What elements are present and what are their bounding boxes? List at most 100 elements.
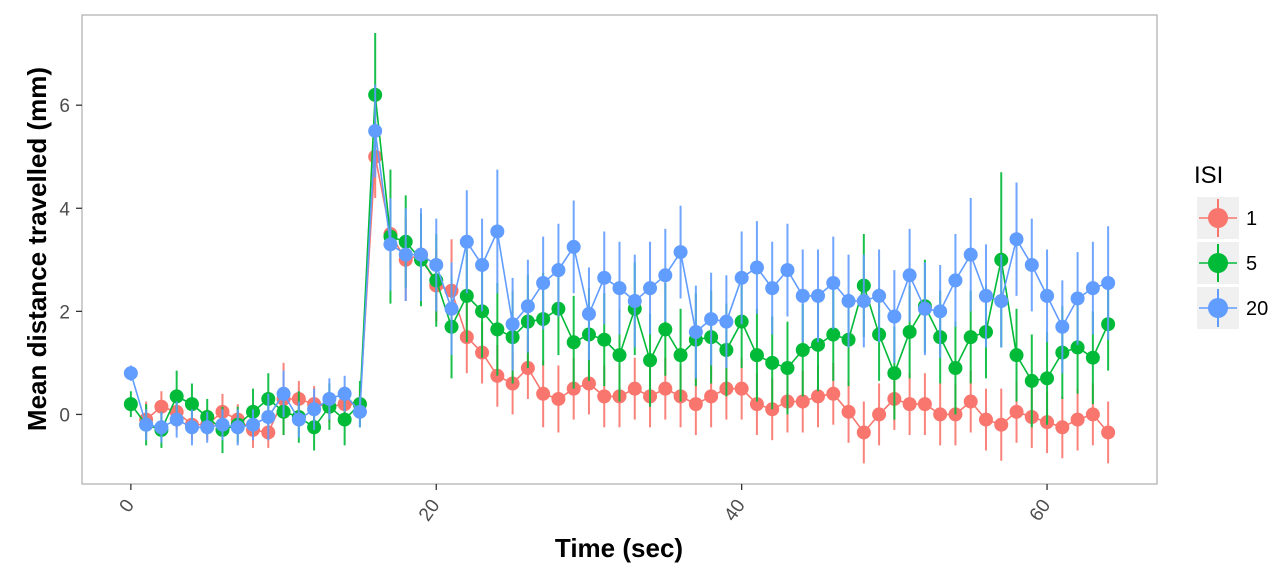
- data-point: [475, 257, 490, 272]
- data-point: [551, 263, 566, 278]
- legend-key-point: [1208, 208, 1228, 228]
- plot-area: [123, 33, 1116, 464]
- data-point: [154, 420, 169, 435]
- data-point: [994, 294, 1009, 309]
- data-point: [963, 247, 978, 262]
- data-point: [978, 412, 993, 427]
- data-point: [643, 281, 658, 296]
- data-point: [872, 407, 887, 422]
- data-point: [704, 389, 719, 404]
- data-point: [902, 397, 917, 412]
- data-point: [230, 420, 245, 435]
- data-point: [246, 417, 261, 432]
- data-point: [612, 348, 627, 363]
- data-point: [811, 337, 826, 352]
- data-point: [1101, 425, 1116, 440]
- data-point: [734, 270, 749, 285]
- series-line: [145, 156, 1109, 434]
- data-point: [1070, 412, 1085, 427]
- data-point: [1040, 288, 1055, 303]
- legend-title: ISI: [1194, 162, 1223, 189]
- data-point: [826, 386, 841, 401]
- data-point: [841, 294, 856, 309]
- data-point: [948, 273, 963, 288]
- data-point: [856, 425, 871, 440]
- data-point: [383, 237, 398, 252]
- data-point: [856, 294, 871, 309]
- data-point: [1009, 348, 1024, 363]
- legend-key-1: [1197, 197, 1239, 239]
- data-point: [749, 260, 764, 275]
- data-point: [795, 288, 810, 303]
- data-point: [780, 361, 795, 376]
- data-point: [581, 306, 596, 321]
- y-tick-label: 0: [59, 405, 70, 426]
- data-point: [780, 263, 795, 278]
- data-point: [200, 420, 215, 435]
- data-point: [658, 268, 673, 283]
- data-point: [643, 353, 658, 368]
- data-point: [902, 268, 917, 283]
- data-point: [551, 391, 566, 406]
- data-point: [963, 330, 978, 345]
- data-point: [749, 348, 764, 363]
- data-point: [673, 245, 688, 260]
- data-point: [749, 397, 764, 412]
- y-tick-label: 6: [59, 96, 70, 117]
- data-point: [826, 276, 841, 290]
- data-point: [536, 386, 551, 401]
- data-point: [963, 394, 978, 409]
- data-point: [688, 324, 703, 339]
- legend-key-20: [1197, 287, 1239, 329]
- data-point: [581, 376, 596, 391]
- data-point: [337, 412, 352, 427]
- data-point: [826, 327, 841, 342]
- x-tick-label: 20: [415, 496, 444, 525]
- x-axis-title: Time (sec): [555, 533, 683, 563]
- data-point: [597, 270, 612, 285]
- data-point: [368, 123, 383, 138]
- y-axis-title: Mean distance travelled (mm): [22, 67, 52, 431]
- data-point: [978, 288, 993, 303]
- data-point: [811, 288, 826, 303]
- data-point: [184, 397, 199, 412]
- data-point: [429, 257, 444, 272]
- data-point: [352, 404, 367, 419]
- data-point: [566, 239, 581, 254]
- data-point: [154, 399, 169, 414]
- legend: ISI 1 5 20: [1194, 162, 1268, 329]
- data-point: [536, 276, 551, 290]
- data-point: [1024, 373, 1039, 388]
- data-point: [917, 301, 932, 316]
- data-point: [291, 412, 306, 427]
- series-20: [123, 84, 1116, 446]
- data-point: [887, 309, 902, 324]
- data-point: [1085, 281, 1100, 296]
- data-point: [490, 224, 505, 239]
- data-point: [658, 322, 673, 337]
- data-point: [597, 389, 612, 404]
- data-point: [1070, 340, 1085, 355]
- data-point: [184, 420, 199, 435]
- data-point: [1055, 319, 1070, 334]
- data-point: [1070, 291, 1085, 306]
- data-point: [520, 299, 535, 314]
- data-point: [1085, 407, 1100, 422]
- data-point: [490, 322, 505, 337]
- data-point: [322, 391, 337, 406]
- data-point: [948, 361, 963, 376]
- y-tick-label: 2: [59, 302, 70, 323]
- legend-key-point: [1208, 253, 1228, 273]
- data-point: [795, 343, 810, 357]
- data-point: [734, 381, 749, 396]
- data-point: [398, 247, 413, 262]
- data-point: [337, 386, 352, 401]
- data-point: [658, 381, 673, 396]
- data-point: [459, 288, 474, 303]
- data-point: [1009, 404, 1024, 419]
- data-point: [276, 386, 291, 401]
- x-tick-label: 40: [720, 496, 749, 525]
- data-point: [627, 381, 642, 396]
- data-point: [169, 389, 184, 404]
